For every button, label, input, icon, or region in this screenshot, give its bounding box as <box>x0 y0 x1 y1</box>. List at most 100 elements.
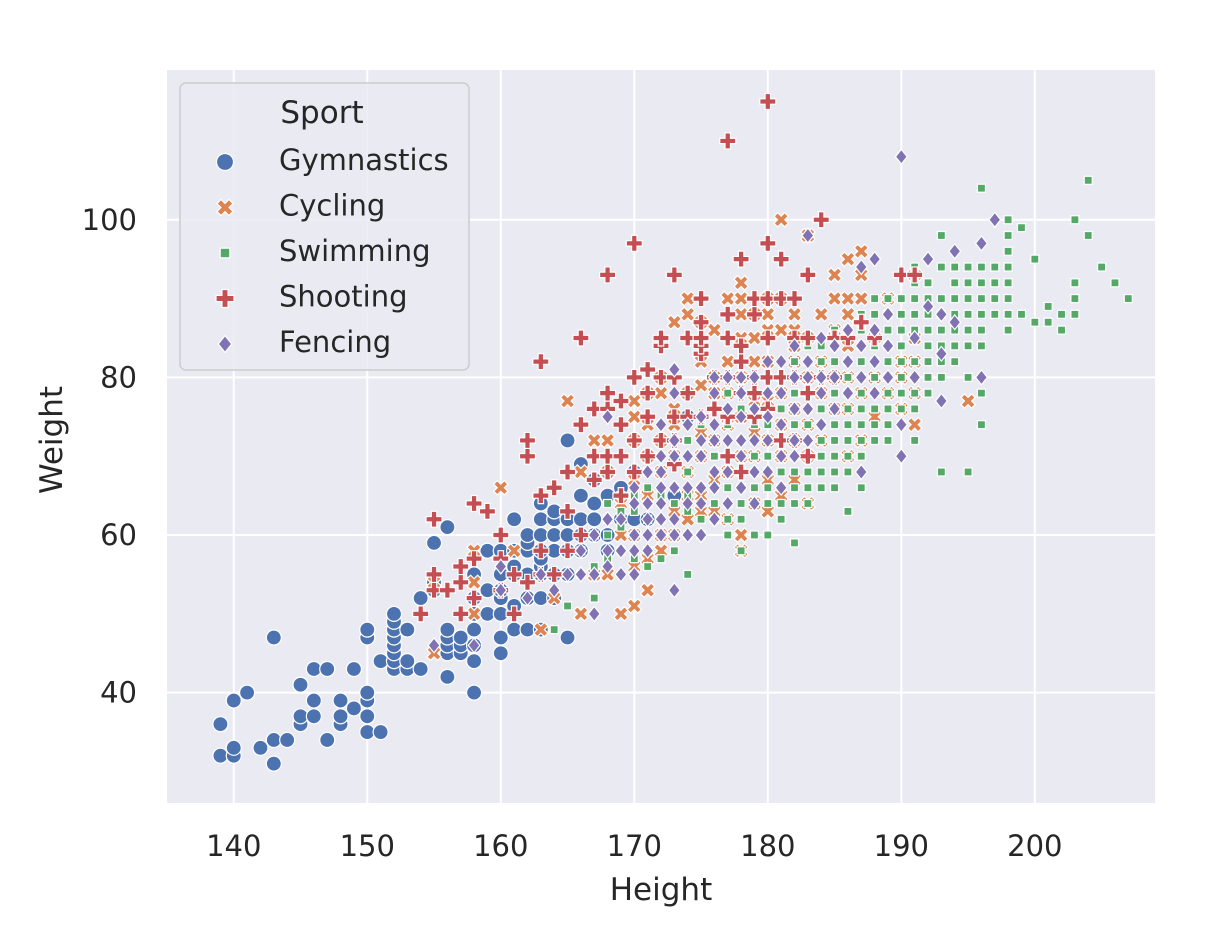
data-point <box>841 353 855 370</box>
data-point <box>774 384 788 402</box>
data-point <box>627 566 641 583</box>
data-point <box>643 483 653 493</box>
data-point <box>332 692 349 709</box>
data-point <box>707 369 722 386</box>
data-point <box>721 369 735 386</box>
data-point <box>976 183 987 193</box>
data-point <box>936 467 946 477</box>
data-point <box>976 293 987 304</box>
data-point <box>745 305 764 323</box>
data-point <box>627 526 641 544</box>
data-point <box>546 526 563 544</box>
data-point <box>694 447 708 465</box>
data-point <box>639 384 657 402</box>
data-point <box>600 408 615 426</box>
data-point <box>706 322 723 339</box>
data-point <box>465 684 483 701</box>
data-point <box>963 325 973 335</box>
data-point <box>839 306 856 323</box>
data-point <box>692 289 710 308</box>
data-point <box>733 306 750 323</box>
data-point <box>843 506 853 516</box>
data-point <box>669 546 679 556</box>
data-point <box>492 645 509 662</box>
data-point <box>883 325 893 335</box>
data-point <box>936 230 946 241</box>
data-point <box>707 510 722 528</box>
data-point <box>639 582 656 599</box>
data-point <box>547 581 561 599</box>
data-point <box>881 369 895 386</box>
data-point <box>747 495 762 512</box>
data-point <box>505 605 523 623</box>
data-point <box>896 404 906 414</box>
data-point <box>761 432 775 449</box>
data-point <box>719 353 736 370</box>
data-point <box>652 431 670 450</box>
data-point <box>896 372 906 382</box>
data-point <box>586 432 603 449</box>
data-point <box>936 325 946 335</box>
data-point <box>559 629 576 646</box>
data-point <box>667 447 681 465</box>
data-point <box>1016 223 1027 233</box>
data-point <box>666 314 683 331</box>
data-point <box>427 637 441 654</box>
data-point <box>372 723 389 741</box>
data-point <box>585 471 603 489</box>
data-point <box>518 431 537 450</box>
data-point <box>814 384 828 402</box>
data-point <box>789 498 800 509</box>
data-point <box>787 432 802 449</box>
data-point <box>856 388 866 398</box>
data-point <box>679 329 697 347</box>
data-point <box>425 510 443 528</box>
legend-box <box>179 82 470 371</box>
data-point <box>883 388 893 398</box>
data-point <box>586 495 603 512</box>
data-point <box>612 416 630 434</box>
data-point <box>399 653 416 670</box>
data-point <box>785 289 804 308</box>
data-point <box>599 432 616 449</box>
data-point <box>747 463 762 481</box>
data-point <box>894 416 908 433</box>
data-point <box>545 479 563 497</box>
data-point <box>625 368 643 386</box>
data-point <box>626 408 643 425</box>
data-point <box>732 463 750 481</box>
data-point <box>679 384 697 402</box>
data-point <box>667 384 681 402</box>
x-tick-label: 190 <box>874 829 929 863</box>
data-point <box>774 447 788 465</box>
data-point <box>870 404 880 414</box>
data-point <box>816 357 826 367</box>
y-tick-label: 100 <box>82 203 137 237</box>
data-point <box>801 400 815 418</box>
data-point <box>694 526 708 544</box>
data-point <box>772 250 790 268</box>
data-point <box>506 511 523 528</box>
data-point <box>665 266 683 284</box>
data-point <box>612 487 630 505</box>
data-point <box>843 435 853 446</box>
data-point <box>719 132 737 150</box>
data-point <box>667 526 681 544</box>
data-point <box>1083 175 1093 185</box>
data-point <box>532 621 549 638</box>
data-point <box>843 420 853 430</box>
data-points <box>212 92 1133 772</box>
data-point <box>934 306 949 323</box>
data-point <box>572 605 589 622</box>
data-point <box>452 573 470 591</box>
data-point <box>652 368 670 386</box>
data-point <box>843 467 853 477</box>
data-point <box>963 293 973 304</box>
data-point <box>829 357 840 367</box>
data-point <box>789 420 800 430</box>
data-point <box>801 353 815 370</box>
data-point <box>602 530 613 540</box>
data-point <box>558 502 577 520</box>
data-point <box>883 420 893 430</box>
